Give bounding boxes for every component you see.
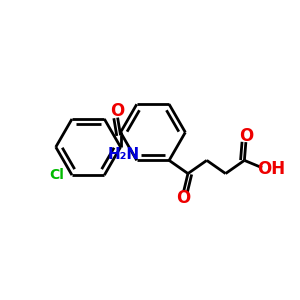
Text: O: O	[239, 127, 253, 145]
Text: OH: OH	[257, 160, 286, 178]
Text: O: O	[110, 102, 125, 120]
Text: Cl: Cl	[50, 168, 64, 182]
Text: O: O	[176, 189, 191, 207]
Text: H₂N: H₂N	[107, 147, 140, 162]
